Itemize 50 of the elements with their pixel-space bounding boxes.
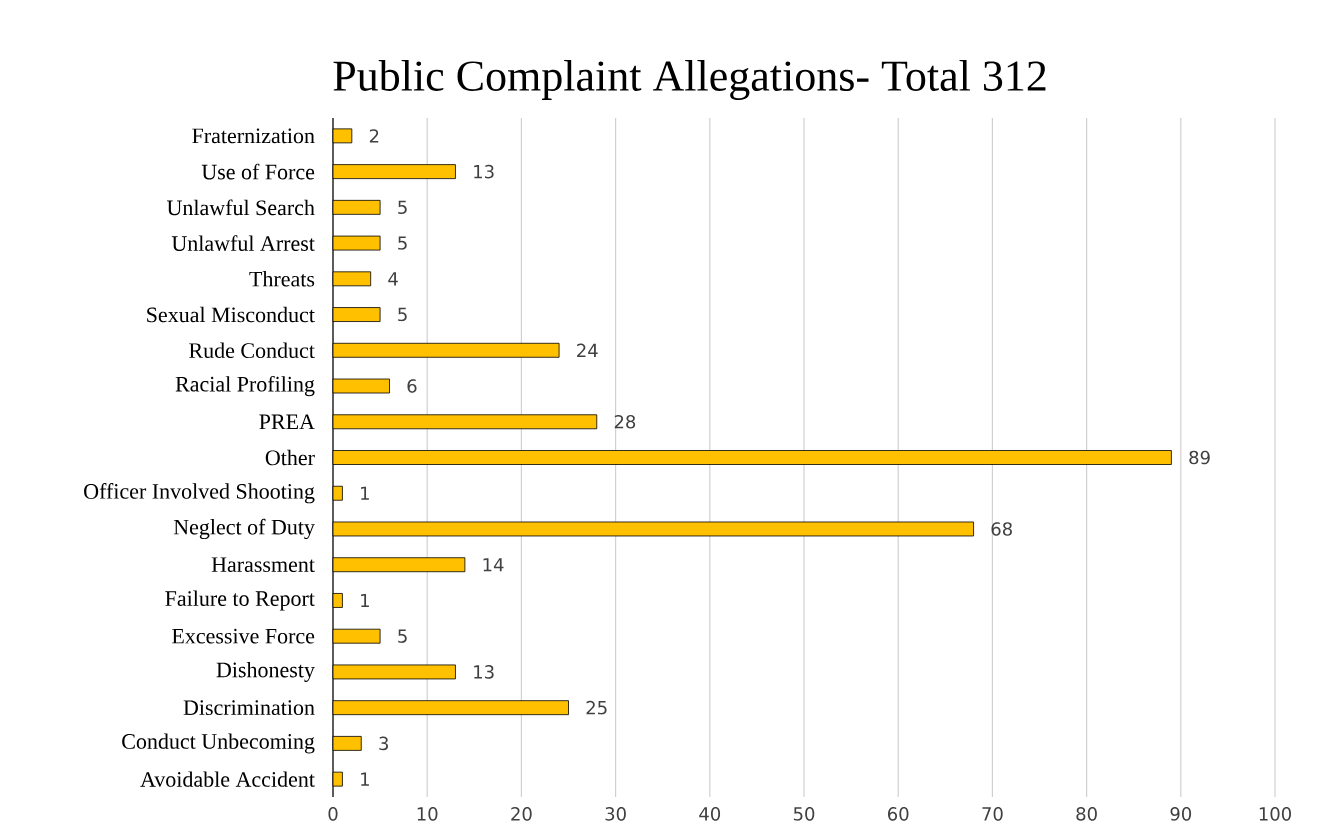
x-tick-label: 60 [888, 807, 909, 821]
data-label: 13 [474, 665, 494, 679]
x-tick-label: 10 [417, 807, 438, 821]
data-label: 24 [577, 343, 598, 357]
data-label: 13 [474, 164, 494, 179]
x-tick-label: 100 [1259, 807, 1291, 821]
x-tick-label: 0 [328, 807, 338, 821]
x-tick-label: 50 [793, 807, 815, 821]
data-label: 14 [483, 558, 504, 572]
y-tick-label: Avoidable Accident [140, 771, 315, 787]
data-label: 5 [398, 200, 407, 215]
y-tick-label: Threats [249, 271, 315, 287]
data-label: 28 [614, 414, 636, 429]
data-label: 68 [991, 522, 1012, 536]
x-tick-label: 90 [1170, 807, 1192, 821]
data-label: 25 [586, 700, 607, 715]
data-label: 6 [407, 379, 417, 393]
data-label: 5 [398, 236, 407, 250]
y-tick-label: Failure to Report [165, 590, 315, 611]
y-tick-label: Use of Force [201, 163, 315, 180]
data-label: 5 [398, 629, 407, 643]
y-tick-label: Other [265, 449, 315, 466]
y-tick-label: Rude Conduct [189, 342, 315, 359]
data-label: 3 [379, 736, 388, 751]
chart-title: Public Complaint Allegations- Total 312 [333, 59, 1046, 100]
y-tick-label: Fraternization [192, 128, 315, 144]
y-tick-label: Officer Involved Shooting [84, 483, 315, 504]
y-tick-label: Conduct Unbecoming [122, 733, 315, 754]
y-tick-label: Excessive Force [172, 628, 315, 644]
data-label: 2 [369, 129, 379, 143]
x-tick-label: 30 [605, 807, 626, 821]
y-tick-label: Harassment [211, 557, 315, 573]
x-tick-label: 20 [511, 807, 532, 821]
x-tick-label: 80 [1076, 807, 1097, 821]
x-tick-label: 70 [982, 807, 1003, 821]
data-label: 1 [361, 772, 369, 786]
y-tick-label: Discrimination [183, 700, 315, 716]
data-label: 89 [1189, 450, 1210, 465]
y-tick-label: Sexual Misconduct [147, 306, 315, 323]
data-label: 1 [361, 593, 369, 608]
y-tick-label: Racial Profiling [175, 375, 315, 397]
y-tick-label: Unlawful Arrest [171, 235, 315, 251]
y-tick-label: Dishonesty [216, 661, 315, 682]
x-tick-label: 40 [699, 807, 721, 821]
data-label: 4 [388, 272, 398, 286]
y-tick-label: PREA [259, 414, 315, 430]
data-label: 5 [398, 307, 407, 322]
data-label: 1 [361, 486, 369, 500]
y-tick-label: Neglect of Duty [173, 518, 315, 540]
y-tick-label: Unlawful Search [166, 199, 315, 216]
